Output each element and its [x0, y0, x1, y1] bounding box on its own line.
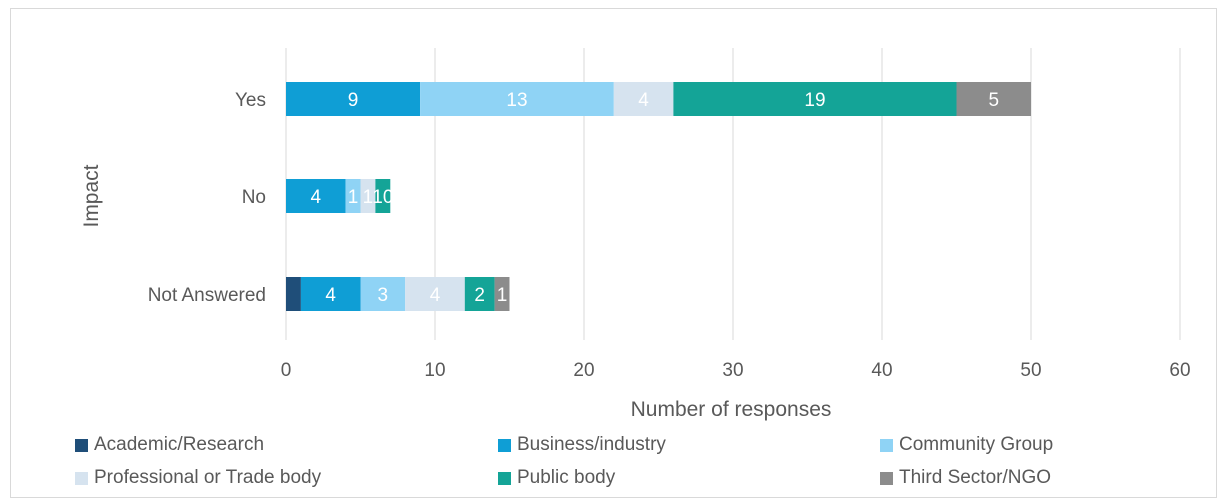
x-tick-labels: 0 10 20 30 40 50 60	[281, 360, 1191, 381]
x-tick-label: 60	[1169, 360, 1190, 381]
bar-data-label: 9	[348, 90, 359, 111]
y-axis-title: Impact	[80, 164, 103, 227]
bar-data-label: 19	[804, 90, 825, 111]
bar-segment	[286, 179, 346, 213]
x-axis-title: Number of responses	[631, 398, 832, 421]
x-tick-label: 30	[722, 360, 743, 381]
bar-data-label: 3	[378, 285, 389, 306]
bar-data-label: 4	[325, 285, 336, 306]
bar-segment	[464, 277, 495, 311]
bar-data-label: 5	[988, 90, 999, 111]
bar-data-label: 13	[506, 90, 527, 111]
bar-data-label: 4	[638, 90, 649, 111]
bar-segment	[420, 82, 614, 116]
bar-segment	[360, 277, 406, 311]
bar-segment	[375, 179, 391, 213]
bar-data-label: 4	[430, 285, 441, 306]
bar-segment	[613, 82, 674, 116]
bar-data-label: 1	[497, 285, 508, 306]
y-tick-label: No	[242, 187, 266, 208]
y-tick-labels: Yes No Not Answered	[148, 90, 266, 306]
bar-segment	[956, 82, 1031, 116]
bars	[286, 82, 1031, 311]
bar-segment	[673, 82, 957, 116]
bar-segment	[300, 277, 361, 311]
bar-segment	[494, 277, 510, 311]
x-tick-label: 20	[573, 360, 594, 381]
bar-data-label: 1	[348, 187, 359, 208]
bar-data-label: 4	[311, 187, 322, 208]
x-tick-label: 10	[424, 360, 445, 381]
bar-labels: 9 13 4 19 54 1 1 104 3 4 2 1	[311, 90, 1000, 306]
y-tick-label: Not Answered	[148, 285, 266, 306]
bar-data-label: 1	[363, 187, 374, 208]
bar-segment	[405, 277, 465, 311]
x-tick-label: 50	[1020, 360, 1041, 381]
bar-segment	[286, 277, 301, 311]
bar-data-label: 10	[372, 187, 393, 208]
bar-data-label: 2	[474, 285, 485, 306]
bar-segment	[286, 82, 421, 116]
y-tick-label: Yes	[235, 90, 266, 111]
x-tick-label: 40	[871, 360, 892, 381]
x-tick-label: 0	[281, 360, 292, 381]
bar-segment	[360, 179, 376, 213]
bar-segment	[345, 179, 361, 213]
